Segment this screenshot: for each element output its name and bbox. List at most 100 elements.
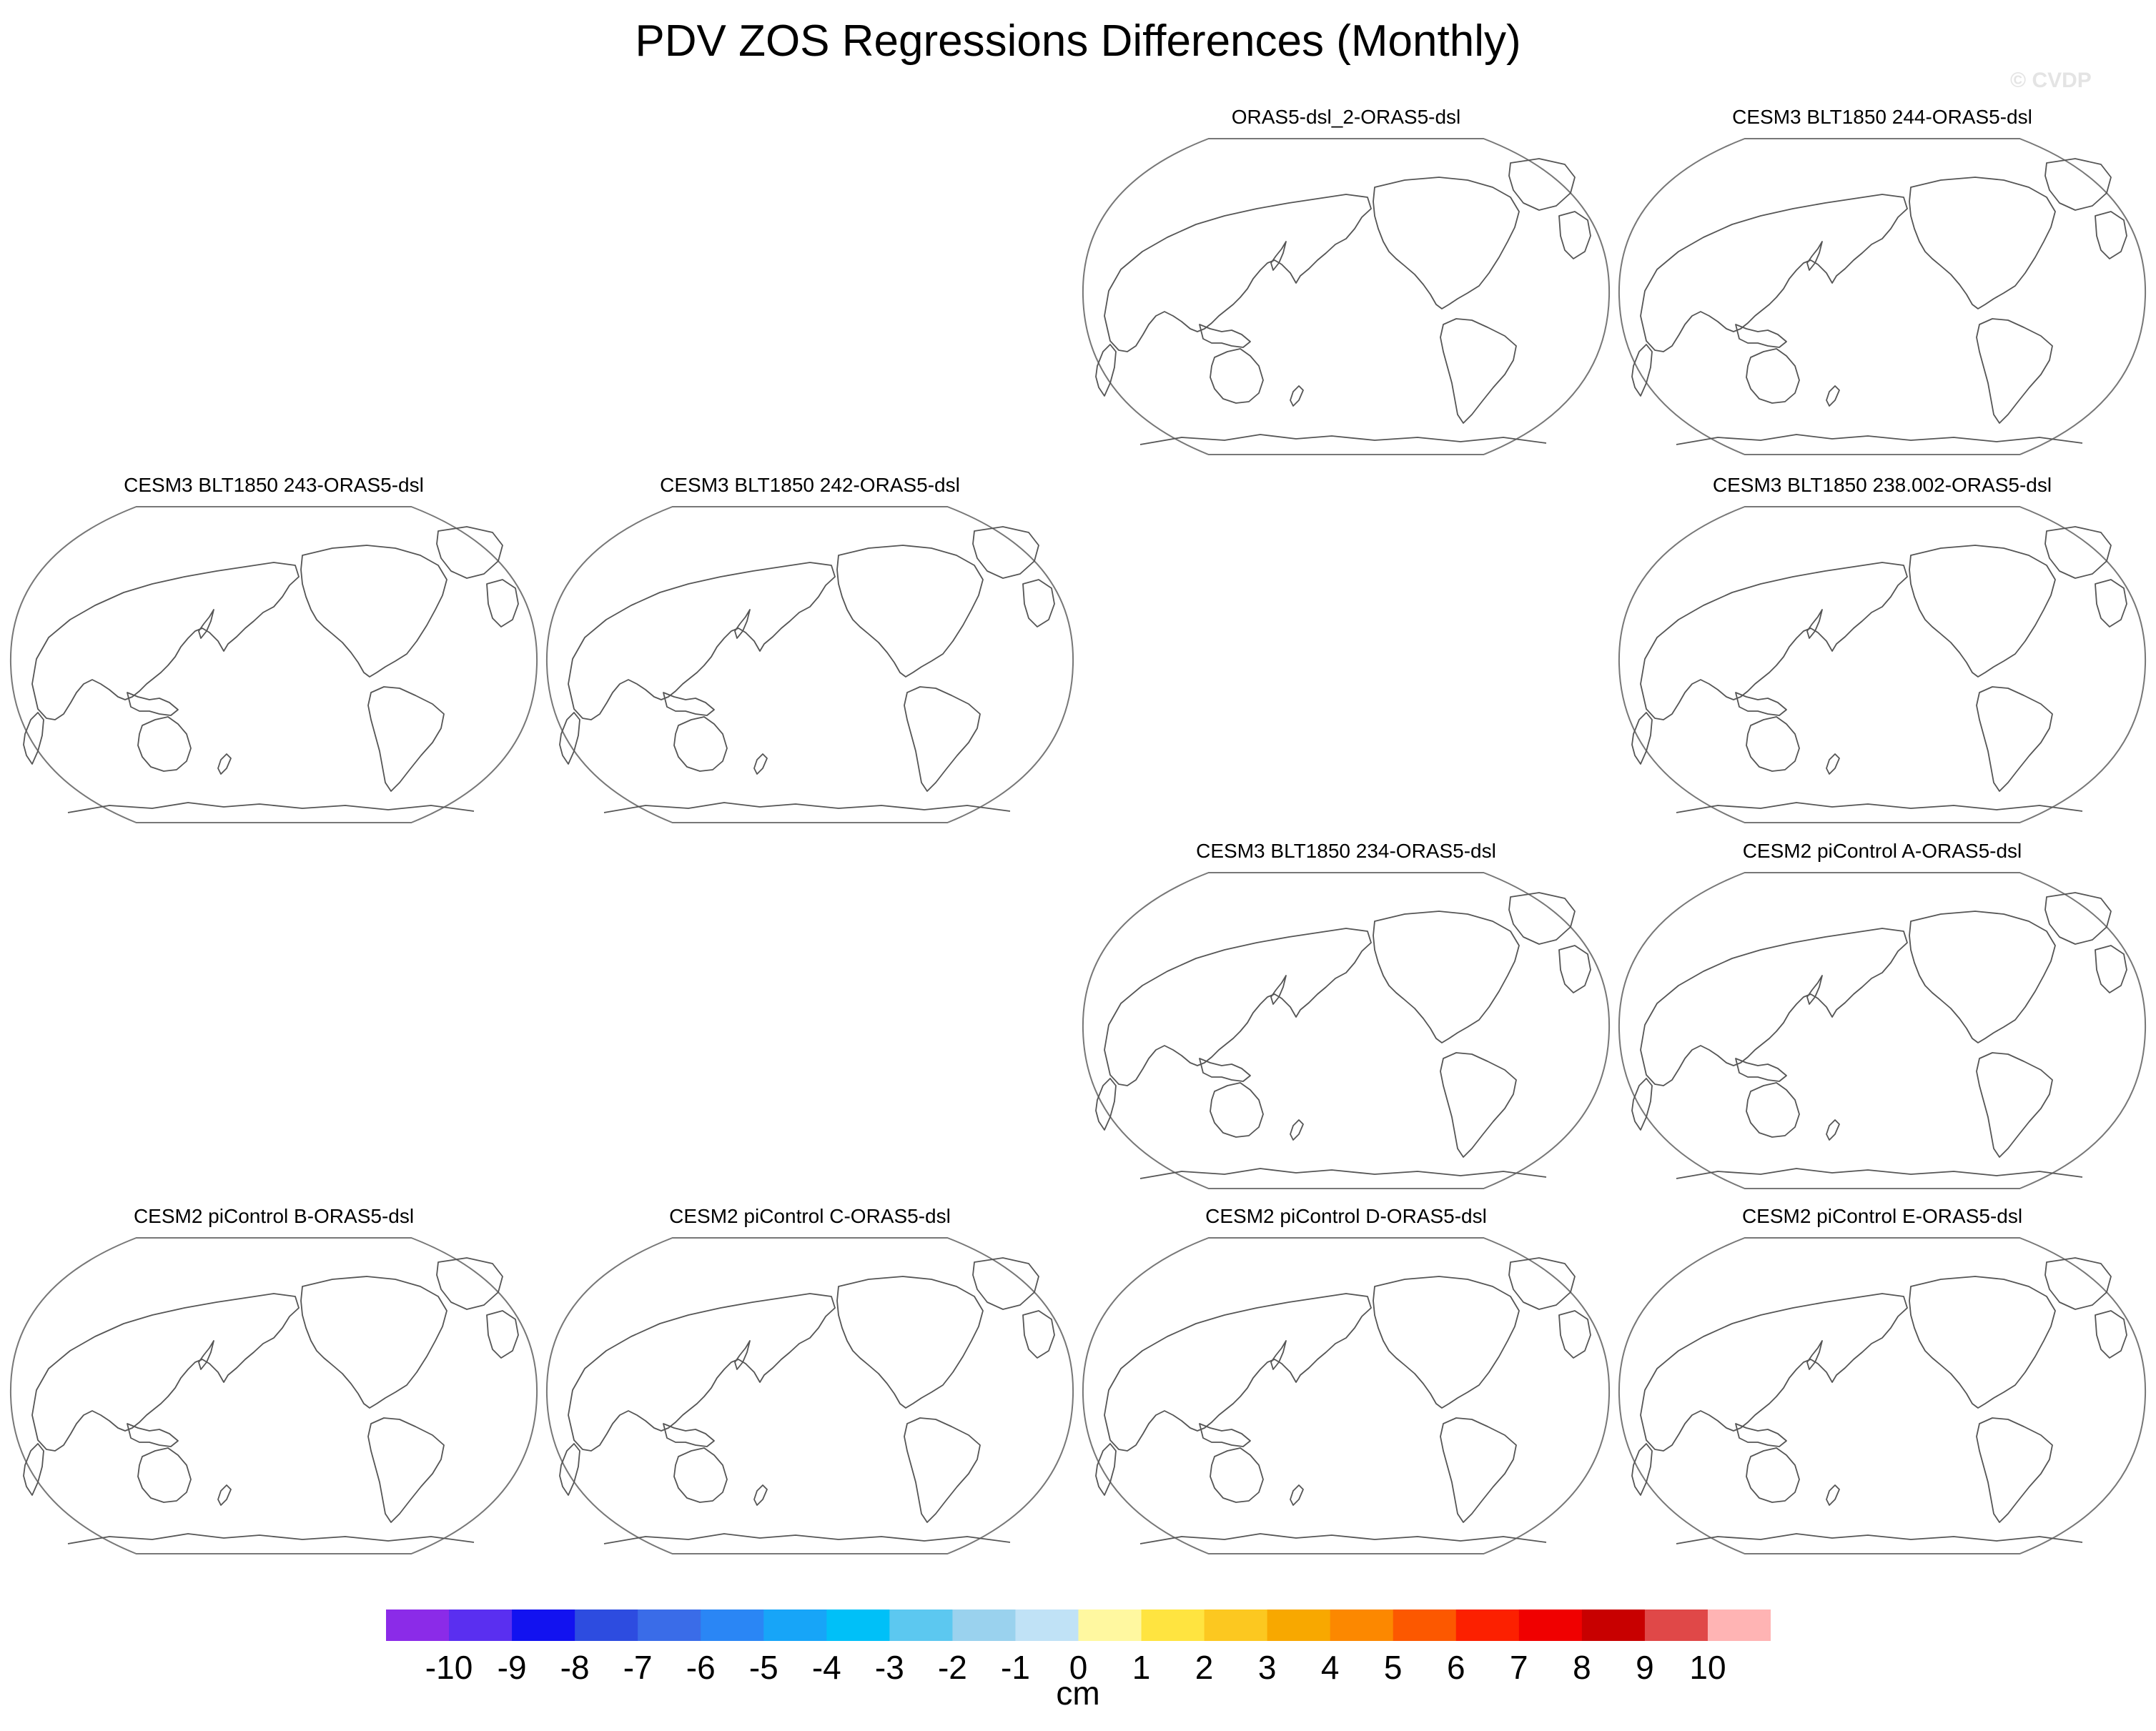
- colorbar-swatch: [1204, 1610, 1268, 1641]
- coast-japan: [1806, 609, 1823, 639]
- coast-europe-edge: [1558, 945, 1591, 993]
- coast-antarctica: [1139, 1168, 1547, 1179]
- coast-north-america: [1373, 177, 1520, 309]
- coast-greenland: [436, 1257, 503, 1310]
- coast-africa-edge: [559, 712, 580, 765]
- coast-south-america: [1440, 1052, 1517, 1158]
- panel-title: ORAS5-dsl_2-ORAS5-dsl: [1231, 106, 1461, 128]
- coast-africa-edge: [23, 712, 44, 765]
- colorbar-swatch: [701, 1610, 764, 1641]
- coast-japan: [734, 609, 751, 639]
- map-panel-picontrol-c: CESM2 piControl C-ORAS5-dsl: [545, 1205, 1074, 1555]
- map-outline: [1618, 872, 2147, 1189]
- coast-south-america: [367, 686, 445, 792]
- coast-antarctica: [67, 802, 475, 813]
- colorbar-labels: -10 -9 -8 -7 -6 -5 -4 -3 -2 -1 0 1 2 3 4 5 6 7 8 9 10: [0, 1641, 2156, 1686]
- map-panel-picontrol-e: CESM2 piControl E-ORAS5-dsl: [1618, 1205, 2147, 1555]
- coast-antarctica: [1676, 1533, 2083, 1544]
- coast-north-america: [1909, 545, 2056, 678]
- coast-australia: [1210, 1447, 1264, 1503]
- coast-south-america: [1976, 686, 2053, 792]
- coast-eurasia: [1640, 1293, 1908, 1452]
- coast-new-zealand: [1290, 1484, 1304, 1506]
- coast-europe-edge: [1022, 1310, 1055, 1359]
- coast-north-america: [1909, 911, 2056, 1043]
- colorbar-tick-label: -5: [748, 1649, 778, 1686]
- colorbar-swatch: [1707, 1610, 1771, 1641]
- colorbar-swatch: [952, 1610, 1017, 1641]
- colorbar: [386, 1610, 1771, 1641]
- panel-title: CESM3 BLT1850 243-ORAS5-dsl: [124, 474, 424, 496]
- coast-eurasia: [568, 562, 836, 720]
- coast-australia: [1210, 1082, 1264, 1138]
- coast-greenland: [1508, 158, 1576, 211]
- coast-maritime-se-asia: [1735, 1423, 1787, 1447]
- coast-north-america: [300, 545, 447, 678]
- world-map: [545, 1237, 1074, 1554]
- coast-antarctica: [1676, 1168, 2083, 1179]
- coast-new-zealand: [1826, 1119, 1840, 1141]
- colorbar-tick-label: -1: [1001, 1649, 1030, 1686]
- panel-title: CESM3 BLT1850 244-ORAS5-dsl: [1732, 106, 2032, 128]
- coast-eurasia: [31, 1293, 300, 1452]
- coast-new-zealand: [1290, 1119, 1304, 1141]
- coast-south-america: [904, 1417, 981, 1523]
- panel-title: CESM3 BLT1850 238.002-ORAS5-dsl: [1712, 474, 2052, 496]
- coast-eurasia: [1104, 928, 1372, 1086]
- coast-australia: [1210, 348, 1264, 404]
- colorbar-swatch: [826, 1610, 890, 1641]
- coast-europe-edge: [1558, 1310, 1591, 1359]
- colorbar-tick-label: 8: [1573, 1649, 1591, 1686]
- colorbar-tick-label: -6: [686, 1649, 716, 1686]
- coast-australia: [673, 716, 728, 772]
- coast-antarctica: [603, 802, 1011, 813]
- coast-japan: [1270, 975, 1287, 1005]
- coast-greenland: [1508, 1257, 1576, 1310]
- coast-greenland: [2044, 892, 2112, 945]
- coast-australia: [137, 716, 192, 772]
- coast-north-america: [1909, 1276, 2056, 1409]
- coast-south-america: [367, 1417, 445, 1523]
- map-panel-blt1850-244: CESM3 BLT1850 244-ORAS5-dsl: [1618, 106, 2147, 456]
- coast-africa-edge: [1631, 1443, 1653, 1496]
- coast-eurasia: [1104, 194, 1372, 352]
- coast-eurasia: [1640, 562, 1908, 720]
- coast-europe-edge: [486, 579, 519, 628]
- coast-africa-edge: [559, 1443, 580, 1496]
- coast-greenland: [2044, 526, 2112, 579]
- panel-title: CESM2 piControl B-ORAS5-dsl: [133, 1205, 415, 1227]
- world-map: [1618, 138, 2147, 455]
- coast-australia: [137, 1447, 192, 1503]
- coast-japan: [198, 609, 214, 639]
- colorbar-tick-label: 5: [1383, 1649, 1403, 1686]
- colorbar-tick-label: 1: [1132, 1649, 1151, 1686]
- map-outline: [545, 506, 1074, 823]
- coast-japan: [198, 1340, 214, 1370]
- watermark: © CVDP: [2010, 69, 2092, 92]
- coast-antarctica: [1676, 802, 2083, 813]
- map-panel-picontrol-a: CESM2 piControl A-ORAS5-dsl: [1618, 840, 2147, 1190]
- coast-south-america: [904, 686, 981, 792]
- coast-north-america: [300, 1276, 447, 1409]
- colorbar-tick-label: 6: [1446, 1649, 1465, 1686]
- coast-maritime-se-asia: [127, 1423, 179, 1447]
- panel-title: CESM2 piControl A-ORAS5-dsl: [1742, 840, 2022, 862]
- colorbar-tick-label: -3: [874, 1649, 904, 1686]
- coast-north-america: [1373, 1276, 1520, 1409]
- coast-north-america: [1373, 911, 1520, 1043]
- map-panel-blt1850-238-002: CESM3 BLT1850 238.002-ORAS5-dsl: [1618, 474, 2147, 824]
- colorbar-tick-label: -8: [560, 1649, 590, 1686]
- colorbar-swatch: [1581, 1610, 1646, 1641]
- coast-africa-edge: [1095, 1443, 1117, 1496]
- coast-greenland: [2044, 158, 2112, 211]
- coast-maritime-se-asia: [663, 692, 715, 716]
- coast-new-zealand: [753, 1484, 768, 1506]
- coast-eurasia: [568, 1293, 836, 1452]
- colorbar-units: cm: [1056, 1675, 1100, 1712]
- coast-europe-edge: [1558, 211, 1591, 259]
- colorbar-tick-label: 0: [1069, 1649, 1088, 1686]
- colorbar-swatch: [1078, 1610, 1142, 1641]
- coast-antarctica: [1139, 1533, 1547, 1544]
- coast-africa-edge: [1631, 344, 1653, 397]
- coast-eurasia: [1104, 1293, 1372, 1452]
